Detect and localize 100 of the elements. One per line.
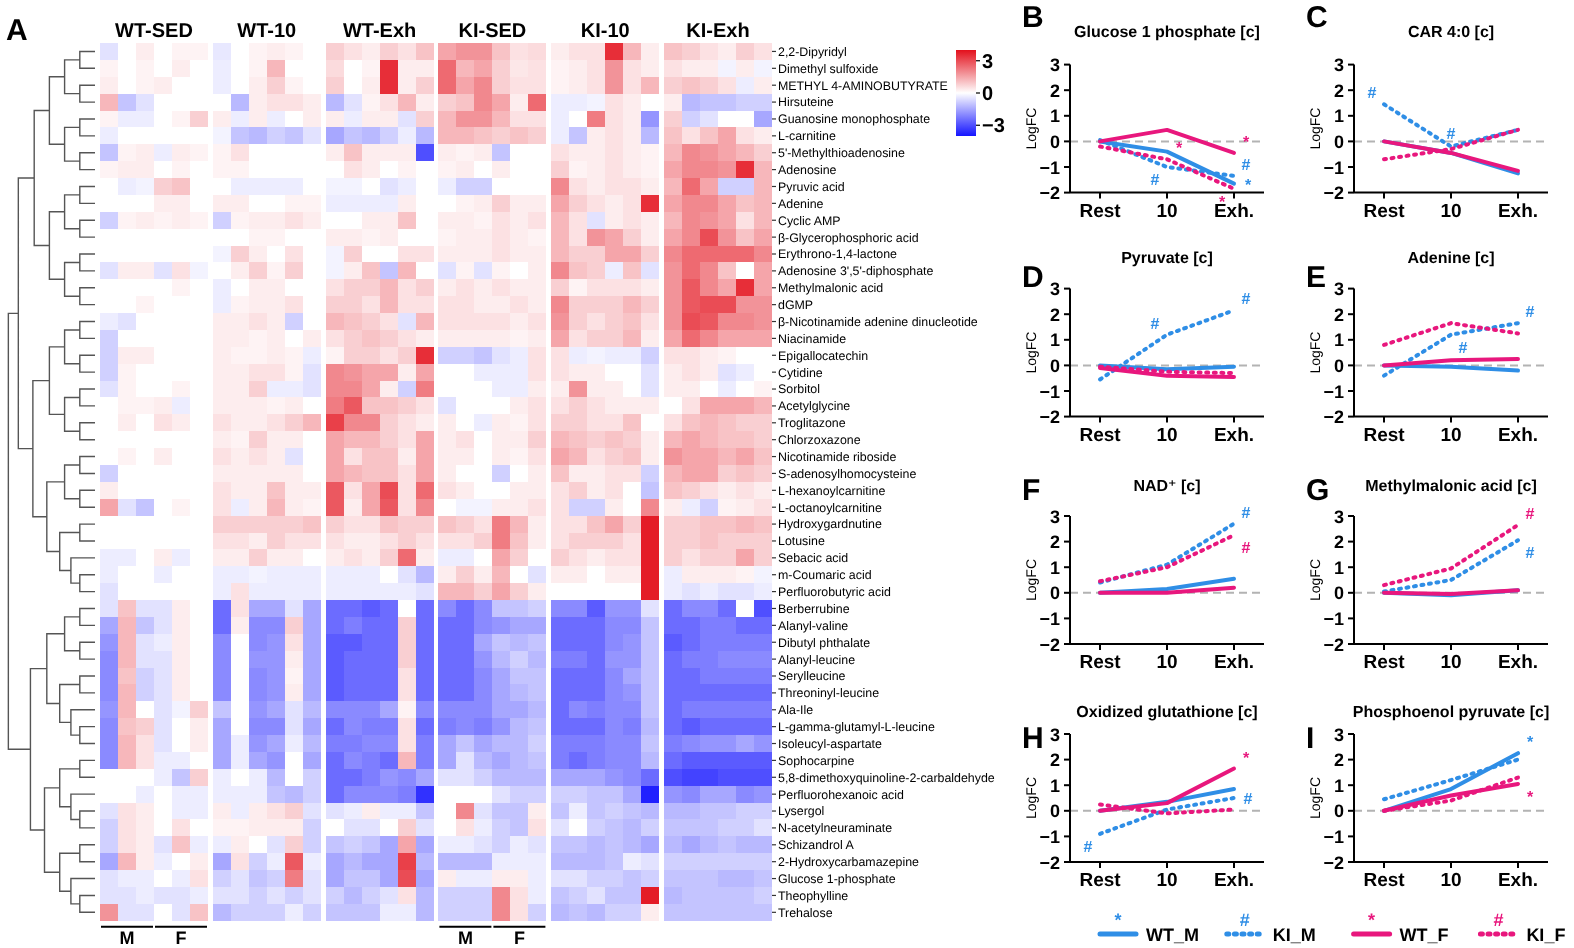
data-label: # [1446,124,1457,143]
text: B [1022,0,1044,35]
x-tick-label: M [119,927,135,948]
y-tick-label: 3 [1333,724,1344,745]
data-label: * [1244,175,1253,194]
text: A [6,14,28,48]
text: G [1306,474,1330,508]
y-tick-label: 2 [1333,532,1344,553]
y-tick-label: −2 [1323,852,1344,873]
data-label: * [1526,787,1535,806]
y-tick-label: 2 [1049,532,1060,553]
x-tick-label: Exh. [1213,870,1255,892]
chart-title: Methylmalonic acid [c] [1365,477,1538,495]
chart-title: Pyruvate [c] [1121,248,1214,267]
y-tick-label: 1 [1049,106,1060,127]
x-tick-label: 10 [1156,652,1178,674]
text: E [1306,260,1327,295]
y-tick-label: 1 [1333,557,1344,578]
color-bar-label: 0 [982,84,994,106]
text: * [1114,910,1123,930]
y-tick-label: 0 [1333,801,1344,822]
data-label: # [1150,171,1161,189]
annotation: WT-SED [115,21,193,43]
text: I [1306,722,1315,756]
y-tick-label: 2 [1049,750,1060,771]
annotation: KI-Exh [686,21,750,43]
x-tick-label: 10 [1440,652,1462,674]
y-tick-label: 3 [1333,506,1344,527]
y-tick-label: −1 [1323,609,1344,629]
text: # [1239,910,1250,930]
y-tick-label: −1 [1323,157,1344,178]
y-tick-label: 0 [1049,356,1060,376]
x-tick-label: Rest [1079,870,1123,892]
annotation: WT-10 [237,21,298,43]
data-label: # [1243,790,1254,808]
x-tick-label: F [175,927,188,948]
x-tick-label: Rest [1363,652,1407,674]
text: C [1306,0,1328,35]
y-tick-label: −1 [1039,381,1060,402]
x-tick-label: M [457,927,473,948]
y-tick-label: −2 [1039,183,1060,204]
y-tick-label: −2 [1323,634,1344,655]
y-tick-label: 2 [1049,304,1060,325]
annotation: KI-10 [580,21,631,43]
data-label: # [1150,314,1161,333]
x-tick-label: Exh. [1213,200,1255,223]
y-tick-label: −2 [1323,407,1344,428]
color-bar-label: −3 [982,116,1006,139]
x-tick-label: Exh. [1213,424,1255,447]
x-tick-label: Exh. [1497,200,1539,223]
data-label: # [1083,837,1094,856]
x-tick-label: Rest [1363,200,1407,223]
y-tick-label: −1 [1039,157,1060,178]
data-label: # [1241,539,1252,558]
x-tick-label: 10 [1156,424,1178,447]
y-tick-label: 3 [1049,55,1060,76]
y-tick-label: 1 [1333,106,1344,127]
legend-label: WT_M [1146,925,1199,945]
x-tick-label: Rest [1363,870,1407,892]
legend-label: WT_F [1399,925,1450,945]
y-tick-label: 2 [1333,750,1344,771]
y-tick-label: 3 [1049,279,1060,300]
legend-label: KI_M [1272,925,1316,945]
chart-title: Adenine [c] [1407,248,1496,267]
y-tick-label: −1 [1039,827,1060,847]
text: * [1368,910,1377,930]
y-tick-label: 0 [1333,356,1344,376]
data-label: # [1241,503,1252,522]
text: F [1022,474,1041,508]
data-label: * [1242,132,1251,151]
data-label: # [1525,504,1536,523]
y-tick-label: −2 [1039,634,1060,655]
y-tick-label: 1 [1049,775,1060,796]
y-tick-label: −2 [1039,407,1060,428]
data-label: # [1241,155,1252,174]
y-tick-label: 0 [1049,583,1060,604]
y-tick-label: 0 [1333,132,1344,152]
y-tick-label: −1 [1039,609,1060,629]
y-tick-label: 1 [1049,557,1060,578]
data-label: # [1525,303,1536,322]
chart-title: NAD⁺ [c] [1133,477,1202,495]
y-tick-label: 0 [1333,583,1344,604]
x-tick-label: 10 [1440,424,1462,447]
annotation: WT-Exh [342,21,417,43]
x-tick-label: 10 [1440,200,1462,223]
y-tick-label: 3 [1049,724,1060,745]
y-tick-label: 1 [1049,330,1060,351]
text: D [1022,260,1044,295]
x-tick-label: Rest [1079,200,1123,223]
y-tick-label: 1 [1333,775,1344,796]
y-tick-label: 3 [1049,506,1060,527]
legend-label: KI_F [1526,925,1567,945]
data-label: * [1175,139,1184,158]
x-tick-label: 10 [1440,870,1462,892]
data-label: * [1526,733,1535,752]
y-tick-label: 0 [1049,132,1060,152]
x-tick-label: Rest [1363,424,1407,447]
x-tick-label: Exh. [1497,652,1539,674]
chart-title: Oxidized glutathione [c] [1076,703,1259,721]
data-label: * [1242,748,1251,767]
